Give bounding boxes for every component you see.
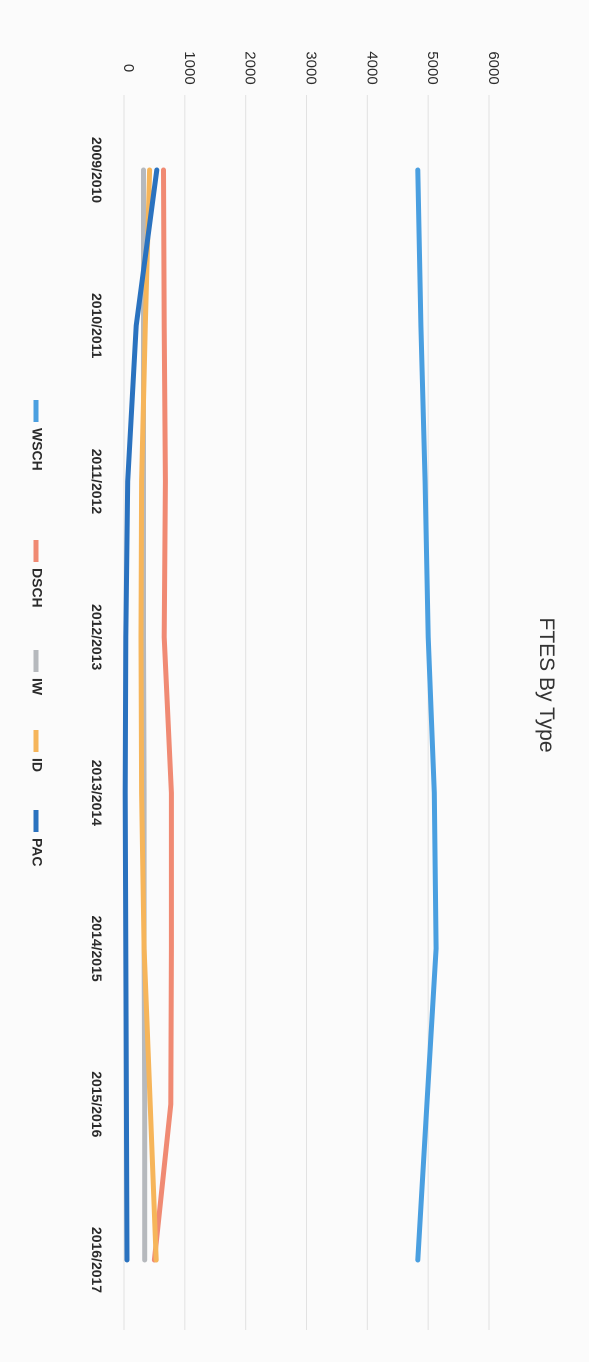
legend-label-id: ID <box>29 758 45 772</box>
y-tick-label: 0 <box>120 64 137 72</box>
x-tick-label: 2009/2010 <box>89 137 105 203</box>
x-tick-label: 2012/2013 <box>89 604 105 670</box>
legend-label-dsch: DSCH <box>29 568 45 608</box>
y-tick-label: 2000 <box>242 51 259 84</box>
y-axis-tick-labels: 0 1000 2000 3000 4000 5000 6000 <box>120 51 502 84</box>
x-axis-tick-labels: 2009/2010 2010/2011 2011/2012 2012/2013 2013… <box>89 137 105 1293</box>
y-tick-label: 1000 <box>181 51 198 84</box>
x-tick-label: 2010/2011 <box>89 293 105 359</box>
x-tick-label: 2011/2012 <box>89 449 105 515</box>
y-tick-label: 6000 <box>485 51 502 84</box>
series-line-dsch <box>154 170 171 1260</box>
legend: WSCH DSCH IW ID PAC <box>29 400 45 867</box>
y-tick-label: 4000 <box>363 51 380 84</box>
x-tick-label: 2013/2014 <box>89 760 105 826</box>
legend-label-wsch: WSCH <box>29 428 45 471</box>
series-lines <box>125 170 436 1260</box>
legend-label-pac: PAC <box>29 838 45 867</box>
chart-title: FTES By Type <box>535 618 558 753</box>
series-line-wsch <box>418 170 436 1260</box>
x-tick-label: 2014/2015 <box>89 915 105 981</box>
x-tick-label: 2015/2016 <box>89 1071 105 1137</box>
gridlines <box>124 95 489 1330</box>
y-tick-label: 5000 <box>424 51 441 84</box>
x-tick-label: 2016/2017 <box>89 1227 105 1293</box>
legend-label-iw: IW <box>29 678 45 696</box>
y-tick-label: 3000 <box>303 51 320 84</box>
